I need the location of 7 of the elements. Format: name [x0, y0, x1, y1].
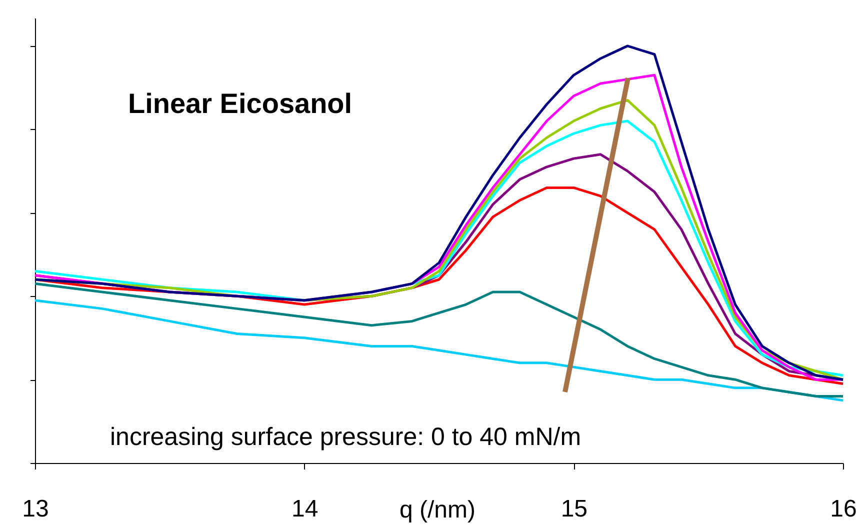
annotation: Linear Eicosanol: [128, 88, 352, 119]
x-tick-label: 16: [830, 496, 857, 522]
x-axis-title: q (/nm): [399, 496, 476, 524]
x-tick-label: 14: [291, 496, 318, 522]
x-tick-label: 15: [560, 496, 588, 522]
annotation: increasing surface pressure: 0 to 40 mN/m: [110, 423, 582, 451]
x-tick-label: 13: [22, 496, 49, 522]
